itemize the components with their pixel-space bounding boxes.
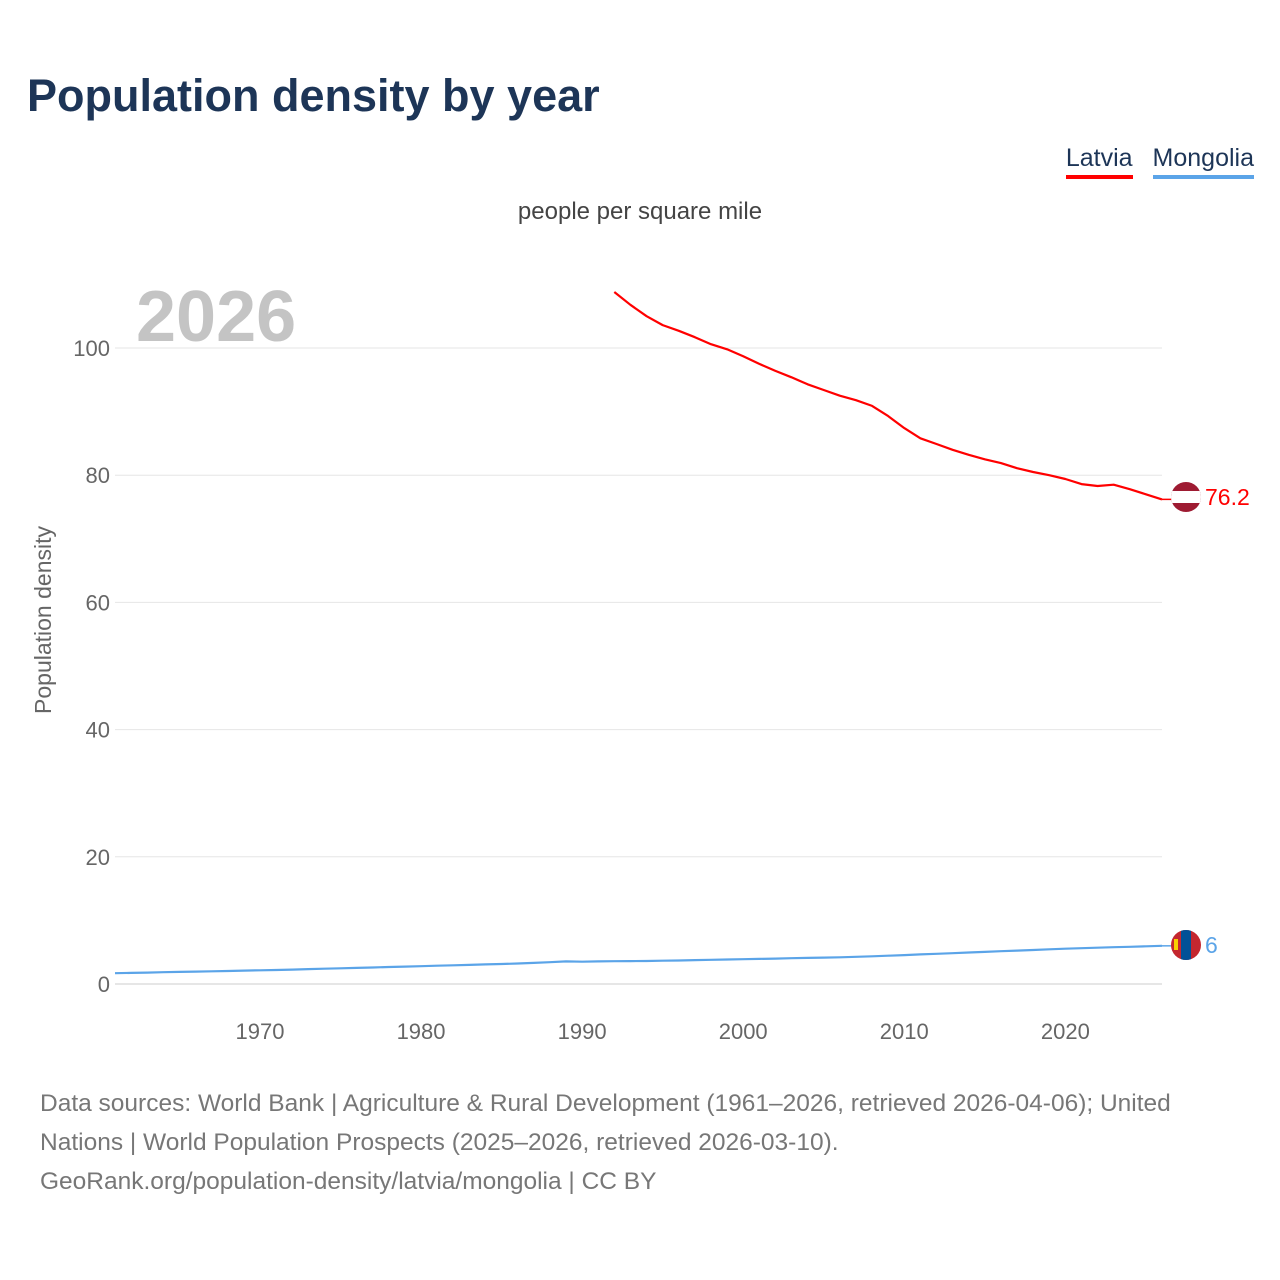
x-tick-label: 2020 [1041, 1019, 1090, 1044]
x-tick-label: 1980 [397, 1019, 446, 1044]
latvia-end-label: 76.2 [1205, 484, 1250, 510]
footer: Data sources: World Bank | Agriculture &… [40, 1084, 1250, 1201]
mongolia-end-label: 6 [1205, 932, 1218, 958]
series-line-mongolia [114, 944, 1163, 975]
y-tick-label: 20 [86, 845, 110, 870]
x-tick-label: 1990 [558, 1019, 607, 1044]
chart-subtitle: people per square mile [517, 198, 763, 225]
y-tick-label: 40 [86, 718, 110, 743]
legend: Latvia Mongolia [1065, 144, 1254, 179]
chart-title: Population density by year [27, 70, 600, 121]
y-axis-label: Population density [30, 526, 56, 714]
mongolia-flag-icon [1171, 930, 1201, 960]
y-tick-label: 0 [98, 972, 110, 997]
y-tick-label: 100 [73, 336, 110, 361]
data-sources: Data sources: World Bank | Agriculture &… [40, 1090, 1171, 1156]
legend-mongolia[interactable]: Mongolia [1152, 144, 1254, 179]
line-chart: 2026 0 20 40 60 80 100 1970 1980 1990 2000 2010 202… [30, 277, 1250, 1044]
series-line-latvia [613, 291, 1163, 501]
x-tick-label: 2010 [880, 1019, 929, 1044]
source-link[interactable]: GeoRank.org/population-density/latvia/mo… [40, 1168, 657, 1195]
legend-latvia[interactable]: Latvia [1065, 144, 1133, 179]
x-tick-label: 1970 [235, 1019, 284, 1044]
latvia-flag-icon [1171, 482, 1201, 512]
year-watermark: 2026 [136, 277, 296, 357]
y-tick-label: 80 [86, 463, 110, 488]
x-tick-label: 2000 [719, 1019, 768, 1044]
y-tick-label: 60 [86, 590, 110, 615]
